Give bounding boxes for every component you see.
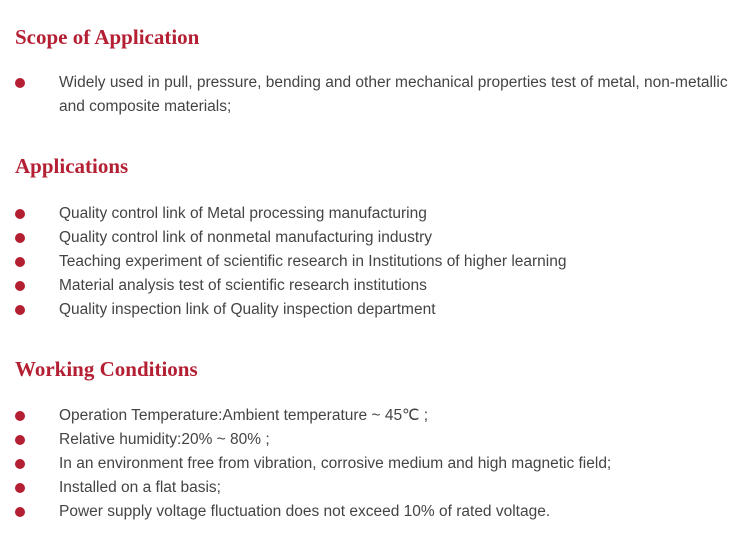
bullet-icon <box>15 459 25 469</box>
section-title-applications: Applications <box>15 154 129 178</box>
bullet-icon <box>15 411 25 421</box>
section-title-scope: Scope of Application <box>15 25 200 49</box>
list-item: Quality inspection link of Quality inspe… <box>0 298 735 322</box>
list-item: Power supply voltage fluctuation does no… <box>0 500 735 524</box>
working-conditions-list: Operation Temperature:Ambient temperatur… <box>0 404 735 524</box>
list-item-text: Installed on a flat basis; <box>59 479 221 496</box>
list-item-text: Power supply voltage fluctuation does no… <box>59 503 551 520</box>
list-item-text: Teaching experiment of scientific resear… <box>59 253 567 270</box>
bullet-icon <box>15 209 25 219</box>
list-item: In an environment free from vibration, c… <box>0 452 735 476</box>
section-title-working-conditions: Working Conditions <box>15 357 198 381</box>
list-item-text: Relative humidity:20% ~ 80% ; <box>59 431 270 448</box>
list-item: Widely used in pull, pressure, bending a… <box>0 71 735 119</box>
list-item-text: Quality inspection link of Quality inspe… <box>59 301 436 318</box>
list-item: Quality control link of Metal processing… <box>0 202 735 226</box>
bullet-icon <box>15 305 25 315</box>
list-item-text: In an environment free from vibration, c… <box>59 455 612 472</box>
list-item-text: Quality control link of Metal processing… <box>59 205 427 222</box>
list-item: Relative humidity:20% ~ 80% ; <box>0 428 735 452</box>
bullet-icon <box>15 233 25 243</box>
list-item: Teaching experiment of scientific resear… <box>0 250 735 274</box>
bullet-icon <box>15 435 25 445</box>
list-item: Operation Temperature:Ambient temperatur… <box>0 404 735 428</box>
list-item-text: Material analysis test of scientific res… <box>59 277 427 294</box>
bullet-icon <box>15 483 25 493</box>
list-item: Quality control link of nonmetal manufac… <box>0 226 735 250</box>
list-item-text: Operation Temperature:Ambient temperatur… <box>59 407 429 424</box>
list-item-text: Quality control link of nonmetal manufac… <box>59 229 433 246</box>
list-item: Installed on a flat basis; <box>0 476 735 500</box>
bullet-icon <box>15 78 25 88</box>
bullet-icon <box>15 281 25 291</box>
bullet-icon <box>15 257 25 267</box>
list-item: Material analysis test of scientific res… <box>0 274 735 298</box>
bullet-icon <box>15 507 25 517</box>
applications-list: Quality control link of Metal processing… <box>0 202 735 322</box>
list-item-text: Widely used in pull, pressure, bending a… <box>59 74 728 115</box>
scope-list: Widely used in pull, pressure, bending a… <box>0 71 735 119</box>
